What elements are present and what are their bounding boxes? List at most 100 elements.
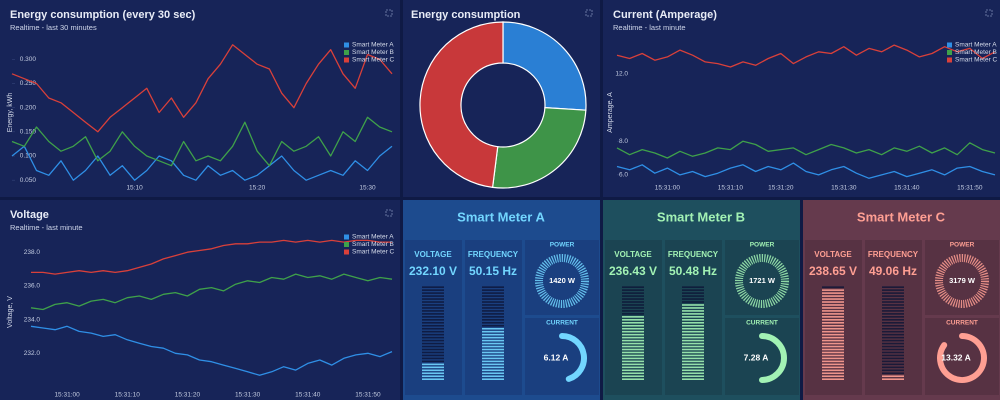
frequency-value: 50.15 Hz — [469, 264, 517, 278]
bar-segment — [622, 295, 644, 297]
x-tick-label: 15:31:50 — [355, 392, 381, 399]
bar-segment — [422, 333, 444, 336]
data-line — [11, 116, 393, 167]
bar-segment — [422, 298, 444, 300]
legend-label: Smart Meter C — [352, 249, 395, 256]
legend-label: Smart Meter A — [955, 42, 997, 49]
bar-segment — [422, 345, 444, 348]
bar-segment — [822, 345, 844, 348]
bar-segment — [822, 289, 844, 291]
bar-segment — [882, 319, 904, 321]
power-ring — [935, 254, 989, 308]
panel — [0, 0, 400, 197]
bar-segment — [622, 289, 644, 291]
bar-segment — [682, 336, 704, 339]
bar-segment — [422, 289, 444, 291]
bar-segment — [682, 313, 704, 315]
bar-segment — [882, 324, 904, 327]
bar-segment — [422, 378, 444, 380]
bar-segment — [882, 333, 904, 336]
bar-segment — [622, 363, 644, 366]
bar-segment — [682, 360, 704, 363]
bar-segment — [882, 307, 904, 309]
bar-segment — [622, 313, 644, 315]
current-arc — [559, 333, 587, 382]
frequency-label: FREQUENCY — [868, 250, 919, 259]
bar-segment — [482, 345, 504, 348]
legend-label: Smart Meter A — [352, 234, 394, 241]
bar-segment — [682, 319, 704, 321]
y-tick-label: 6.0 — [619, 172, 628, 179]
chart-title: Voltage — [10, 209, 49, 221]
bar-segment — [822, 295, 844, 297]
frequency-value: 49.06 Hz — [869, 264, 917, 278]
chart-subtitle: Realtime - last 30 minutes — [10, 23, 97, 32]
bar-segment — [882, 295, 904, 297]
bar-segment — [482, 354, 504, 357]
x-tick-label: 15:31:10 — [115, 392, 141, 399]
bar-segment — [682, 316, 704, 318]
bar-segment — [622, 357, 644, 360]
legend-swatch — [344, 242, 349, 247]
panel — [603, 0, 1000, 197]
bar-segment — [622, 339, 644, 342]
bar-segment — [422, 316, 444, 318]
bar-segment — [822, 321, 844, 324]
bar-segment — [882, 298, 904, 300]
expand-button[interactable] — [385, 209, 393, 217]
y-tick-label: 0.300 — [20, 56, 37, 63]
x-tick-label: 15:31:00 — [655, 185, 681, 192]
expand-button[interactable] — [985, 9, 993, 17]
bar-segment — [622, 324, 644, 327]
bar-segment — [682, 310, 704, 312]
bar-segment — [682, 372, 704, 375]
legend-label: Smart Meter B — [352, 241, 394, 248]
legend-swatch — [344, 57, 349, 63]
bar-segment — [482, 321, 504, 324]
bar-segment — [422, 357, 444, 360]
bar-segment — [822, 372, 844, 375]
x-tick-label: 15:10 — [126, 185, 143, 192]
y-tick-label: 0.250 — [20, 80, 37, 87]
bar-segment — [682, 375, 704, 378]
bar-segment — [482, 330, 504, 333]
bar-segment — [482, 292, 504, 294]
bar-segment — [422, 330, 444, 333]
expand-button[interactable] — [585, 9, 593, 17]
y-tick-label: 236.0 — [24, 283, 41, 290]
power-label: POWER — [950, 242, 975, 249]
bar-segment — [882, 351, 904, 354]
bar-segment — [422, 348, 444, 351]
bar-segment — [682, 304, 704, 306]
bar-segment — [682, 366, 704, 369]
bar-segment — [622, 351, 644, 354]
bar-segment — [882, 369, 904, 372]
bar-segment — [682, 333, 704, 336]
power-value: 1420 W — [549, 276, 576, 285]
bar-segment — [422, 351, 444, 354]
bar-segment — [682, 330, 704, 333]
data-line — [616, 140, 996, 159]
y-tick-label: 238.0 — [24, 249, 41, 256]
bar-segment — [882, 304, 904, 306]
bar-segment — [682, 301, 704, 303]
bar-segment — [822, 307, 844, 309]
x-tick-label: 15:31:20 — [768, 185, 794, 192]
current-label: CURRENT — [546, 320, 578, 327]
legend-label: Smart Meter B — [352, 49, 394, 56]
bar-segment — [882, 354, 904, 357]
legend-swatch — [947, 57, 952, 63]
bar-segment — [422, 336, 444, 339]
bar-segment — [422, 366, 444, 369]
bar-segment — [682, 298, 704, 300]
bar-segment — [682, 324, 704, 327]
bar-segment — [682, 351, 704, 354]
data-line — [30, 325, 393, 376]
x-tick-label: 15:31:30 — [831, 185, 857, 192]
bar-segment — [482, 319, 504, 321]
expand-button[interactable] — [385, 9, 393, 17]
bar-segment — [422, 360, 444, 363]
voltage-value: 238.65 V — [809, 264, 857, 278]
bar-segment — [622, 372, 644, 375]
bar-segment — [822, 339, 844, 342]
